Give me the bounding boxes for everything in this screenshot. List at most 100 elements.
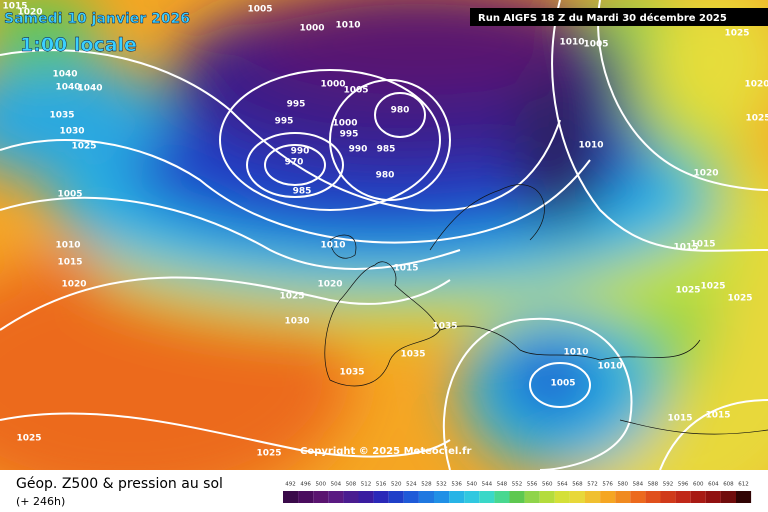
scale-label: 556 [527, 482, 538, 488]
scale-label: 540 [467, 482, 478, 488]
scale-label: 588 [648, 482, 659, 488]
isobar-label: 1015 [667, 414, 692, 424]
scale-label: 604 [708, 482, 719, 488]
scale-label: 512 [361, 482, 372, 488]
isobar-label: 1005 [343, 86, 368, 96]
isobar-label: 1005 [247, 5, 272, 15]
scale-label: 572 [587, 482, 598, 488]
isobar-label: 1025 [745, 114, 768, 124]
isobar-label: 1030 [59, 127, 84, 137]
scale-swatch [494, 491, 510, 503]
scale-label: 516 [376, 482, 387, 488]
scale-swatch [585, 491, 601, 503]
scale-label: 548 [497, 482, 508, 488]
scale-swatch [600, 491, 616, 503]
isobar-label: 1015 [57, 258, 82, 268]
valid-date: Samedi 10 janvier 2026 [4, 11, 190, 27]
isobar-label: 1025 [675, 286, 700, 296]
isobar-label: 1020 [744, 80, 768, 90]
isobar-label: 1040 [55, 83, 80, 93]
scale-swatch [645, 491, 661, 503]
isobar-label: 995 [275, 117, 294, 127]
isobar-label: 1010 [55, 241, 80, 251]
scale-label: 596 [678, 482, 689, 488]
scale-swatch [569, 491, 585, 503]
isobar-label: 1000 [320, 80, 345, 90]
isobar-label: 1010 [597, 362, 622, 372]
scale-swatch [660, 491, 676, 503]
isobar-label: 1015 [393, 264, 418, 274]
isobar-label: 1015 [673, 243, 698, 253]
scale-swatch [313, 491, 329, 503]
isobar-label: 1025 [700, 282, 725, 292]
isobar-label: 1025 [256, 449, 281, 459]
scale-label: 612 [738, 482, 749, 488]
scale-swatch [479, 491, 495, 503]
isobar-label: 1020 [61, 280, 86, 290]
scale-label: 600 [693, 482, 704, 488]
scale-swatch [690, 491, 706, 503]
coastlines [324, 184, 768, 435]
scale-label: 508 [346, 482, 357, 488]
scale-swatch [675, 491, 691, 503]
scale-label: 568 [572, 482, 583, 488]
footer-lead: (+ 246h) [16, 495, 65, 508]
isobar-label: 985 [377, 145, 396, 155]
scale-swatch [509, 491, 525, 503]
run-banner [470, 8, 768, 26]
isobar-label: 1000 [299, 24, 324, 34]
scale-label: 584 [633, 482, 644, 488]
copyright: Copyright © 2025 Meteociel.fr [300, 446, 471, 457]
scale-swatch [388, 491, 404, 503]
isobar-label: 970 [285, 158, 304, 168]
scale-label: 524 [406, 482, 417, 488]
isobar-label: 1040 [77, 84, 102, 94]
scale-label: 552 [512, 482, 523, 488]
isobar-label: 1010 [563, 348, 588, 358]
scale-swatch [434, 491, 450, 503]
isobar-label: 1025 [279, 292, 304, 302]
scale-label: 520 [391, 482, 402, 488]
scale-swatch [373, 491, 389, 503]
scale-swatch [615, 491, 631, 503]
isobar-label: 1040 [52, 70, 77, 80]
isobar-label: 1015 [2, 2, 27, 12]
isobar-label: 1035 [49, 111, 74, 121]
scale-label: 576 [602, 482, 613, 488]
isobar-label: 985 [293, 187, 312, 197]
scale-swatch [464, 491, 480, 503]
scale-label: 608 [723, 482, 734, 488]
isobar-label: 1010 [335, 21, 360, 31]
scale-swatch [449, 491, 465, 503]
scale-label: 532 [436, 482, 447, 488]
local-time: 1:00 locale [20, 34, 137, 56]
scale-swatch [298, 491, 314, 503]
scale-swatch [705, 491, 721, 503]
scale-label: 500 [316, 482, 327, 488]
scale-swatch [328, 491, 344, 503]
isobar-label: 980 [376, 171, 395, 181]
scale-swatch [403, 491, 419, 503]
isobar-label: 1030 [284, 317, 309, 327]
scale-label: 536 [451, 482, 462, 488]
isobar-label: 1025 [724, 29, 749, 39]
isobar-label: 1005 [57, 190, 82, 200]
isobar-label: 1025 [727, 294, 752, 304]
isobar-label: 990 [349, 145, 368, 155]
isobar-label: 980 [391, 106, 410, 116]
scale-label: 496 [300, 482, 311, 488]
isobar-label: 1005 [583, 40, 608, 50]
isobar-label: 1035 [339, 368, 364, 378]
scale-swatch [343, 491, 359, 503]
scale-label: 564 [557, 482, 568, 488]
isobar-label: 995 [340, 130, 359, 140]
color-scale: 492 496 500 504 508 512 516 520 524 528 532 536 540 5… [283, 482, 752, 503]
isobars [0, 0, 768, 470]
isobar-label: 1020 [17, 8, 42, 18]
scale-label: 580 [618, 482, 629, 488]
isobar-label: 1035 [432, 322, 457, 332]
